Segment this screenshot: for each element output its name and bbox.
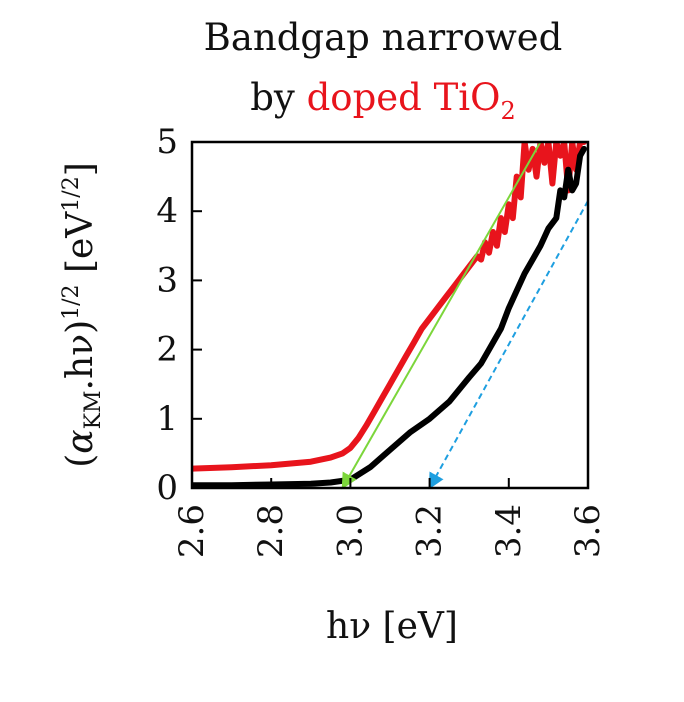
chart-title-prefix: by [250,76,306,119]
y-label-alpha: α [60,429,101,453]
x-tick-label-3: 3.2 [410,504,450,558]
tick-layer: 2.6 2.8 3.0 3.2 3.4 3.6 0 1 2 3 4 5 [156,122,608,558]
chart-title-highlight-subscript: 2 [500,97,515,125]
y-label-sup: 1/2 [59,284,84,319]
fit-layer [341,141,589,490]
x-tick-label-1: 2.8 [251,504,291,558]
series-layer [192,142,587,488]
x-axis-label: hν [eV] [326,606,458,647]
y-label-open: ( [60,454,101,468]
chart-title-line1: Bandgap narrowed [204,16,563,59]
y-tick-label-1: 1 [156,399,178,439]
y-label-unit-open: [eV [60,211,101,285]
y-label-mid: .hν) [60,320,101,391]
x-tick-label-2: 3.0 [330,504,370,558]
y-tick-label-0: 0 [156,468,178,508]
chart-title-line2: by doped TiO2 [250,76,515,125]
y-tick-label-4: 4 [156,191,178,231]
x-tick-label-4: 3.4 [489,504,529,558]
fit-line-1 [428,200,589,490]
plot-frame [190,140,590,490]
fit-line-0 [341,141,542,490]
y-label-unit-sup: 1/2 [59,176,84,211]
y-axis-label: (αKM.hν)1/2 [eV1/2] [59,162,106,468]
y-tick-label-3: 3 [156,260,178,300]
x-tick-label-0: 2.6 [172,504,212,558]
series-line-1 [192,145,587,488]
series-line-0 [192,142,587,472]
chart-title-highlight: doped TiO [307,76,501,119]
x-tick-label-5: 3.6 [568,504,608,558]
y-label-unit-close: ] [60,162,101,176]
y-label-alpha-sub: KM [81,390,106,429]
y-tick-label-5: 5 [156,122,178,162]
y-tick-label-2: 2 [156,330,178,370]
